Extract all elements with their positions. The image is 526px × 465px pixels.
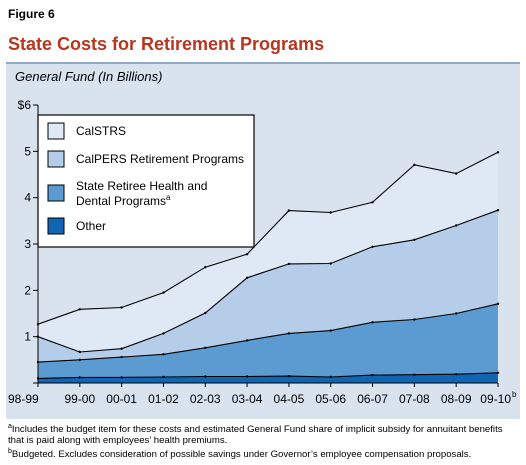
point-state-retiree-health-and-dental-programs bbox=[162, 353, 165, 356]
x-tick-label: 01-02 bbox=[148, 392, 179, 406]
footnote-b: bBudgeted. Excludes consideration of pos… bbox=[8, 446, 518, 460]
x-tick-label: 00-01 bbox=[106, 392, 137, 406]
legend-box bbox=[37, 114, 255, 248]
point-other bbox=[204, 375, 207, 378]
x-tick-label: 07-08 bbox=[399, 392, 430, 406]
point-calstrs bbox=[162, 291, 165, 294]
point-other bbox=[455, 373, 458, 376]
point-calpers-retirement-programs bbox=[162, 332, 165, 335]
point-calpers-retirement-programs bbox=[496, 209, 500, 212]
area-calpers-retirement-programs bbox=[38, 210, 498, 363]
legend-swatch-calstrs bbox=[47, 122, 65, 140]
point-calstrs bbox=[287, 209, 291, 212]
y-tick-label: 4 bbox=[24, 191, 31, 205]
point-calstrs bbox=[371, 201, 374, 204]
footnote-b-text: Budgeted. Excludes consideration of poss… bbox=[11, 449, 472, 461]
legend-swatch-other bbox=[47, 217, 65, 235]
point-other bbox=[329, 375, 332, 379]
point-calpers-retirement-programs bbox=[371, 245, 374, 248]
point-calstrs bbox=[329, 211, 332, 214]
point-state-retiree-health-and-dental-programs bbox=[204, 346, 207, 349]
legend-label-calpers-retirement-programs: CalPERS Retirement Programs bbox=[76, 152, 244, 166]
chart-subtitle: General Fund (In Billions) bbox=[15, 69, 163, 84]
point-calpers-retirement-programs bbox=[245, 276, 249, 279]
footnote-b-marker: b bbox=[8, 448, 12, 456]
point-calstrs bbox=[413, 163, 416, 166]
x-tick-label: 08-09 bbox=[441, 392, 472, 406]
x-tick-superscript: b bbox=[512, 390, 517, 399]
point-calstrs bbox=[496, 151, 500, 154]
point-calstrs bbox=[120, 306, 123, 309]
point-other bbox=[371, 373, 374, 377]
y-tick-label: 2 bbox=[24, 283, 31, 297]
legend-label-line2: Dental Programs bbox=[76, 194, 166, 208]
point-other bbox=[162, 375, 165, 379]
footnote-a-marker: a bbox=[8, 423, 12, 430]
point-state-retiree-health-and-dental-programs bbox=[245, 339, 249, 342]
point-calstrs bbox=[204, 266, 207, 269]
point-state-retiree-health-and-dental-programs bbox=[329, 329, 332, 332]
line-calstrs bbox=[37, 151, 499, 325]
point-calpers-retirement-programs bbox=[413, 238, 416, 241]
point-other bbox=[120, 376, 123, 379]
point-calpers-retirement-programs bbox=[329, 262, 332, 265]
chart-title: State Costs for Retirement Programs bbox=[8, 34, 325, 54]
point-calstrs bbox=[78, 308, 82, 311]
line-calpers-retirement-programs bbox=[37, 209, 499, 353]
legend-swatch-calpers-retirement-programs bbox=[47, 150, 65, 168]
point-calstrs bbox=[455, 172, 458, 175]
legend-label-state-retiree-health-and-dental-programs: State Retiree Health and Dental Programsa bbox=[76, 179, 207, 208]
point-calpers-retirement-programs bbox=[287, 262, 291, 266]
point-state-retiree-health-and-dental-programs bbox=[287, 332, 291, 335]
point-other bbox=[78, 376, 82, 379]
point-other bbox=[245, 375, 249, 378]
point-state-retiree-health-and-dental-programs bbox=[120, 355, 123, 359]
x-tick-label: 03-04 bbox=[232, 392, 263, 406]
footnotes: aIncludes the budget item for these cost… bbox=[8, 421, 518, 460]
point-state-retiree-health-and-dental-programs bbox=[413, 318, 416, 321]
area-state-retiree-health-and-dental-programs bbox=[38, 303, 498, 379]
legend-label-line1: State Retiree Health and bbox=[76, 179, 207, 193]
title-divider bbox=[6, 62, 520, 64]
x-tick-label: 99-00 bbox=[64, 392, 95, 406]
y-tick-label: $6 bbox=[18, 98, 32, 112]
point-calpers-retirement-programs bbox=[455, 224, 458, 227]
x-tick-label: 02-03 bbox=[190, 392, 221, 406]
point-state-retiree-health-and-dental-programs bbox=[78, 358, 82, 361]
footnote-a: aIncludes the budget item for these cost… bbox=[8, 421, 518, 446]
y-tick-label: 5 bbox=[24, 144, 31, 158]
point-calpers-retirement-programs bbox=[78, 350, 82, 354]
legend-label-other: Other bbox=[76, 219, 106, 233]
legend-label-superscript: a bbox=[166, 193, 171, 202]
point-other bbox=[413, 373, 416, 376]
point-state-retiree-health-and-dental-programs bbox=[496, 302, 500, 305]
point-state-retiree-health-and-dental-programs bbox=[455, 312, 458, 315]
x-tick-label: 05-06 bbox=[315, 392, 346, 406]
line-other bbox=[37, 372, 499, 379]
point-state-retiree-health-and-dental-programs bbox=[371, 321, 374, 324]
point-calstrs bbox=[245, 253, 249, 256]
y-tick-label: 1 bbox=[24, 330, 31, 344]
legend-swatch-state-retiree-health-and-dental-programs bbox=[47, 184, 65, 202]
y-tick-label: 3 bbox=[24, 237, 31, 251]
x-tick-label: 98-99 bbox=[8, 392, 39, 406]
x-tick-label: 06-07 bbox=[357, 392, 388, 406]
point-other bbox=[496, 371, 500, 374]
point-calpers-retirement-programs bbox=[120, 347, 123, 350]
figure-label: Figure 6 bbox=[8, 7, 55, 21]
area-calstrs bbox=[38, 152, 498, 352]
legend-label-calstrs: CalSTRS bbox=[76, 124, 126, 138]
x-tick-label: 04-05 bbox=[274, 392, 305, 406]
point-calpers-retirement-programs bbox=[204, 311, 207, 315]
footnote-a-text: Includes the budget item for these costs… bbox=[8, 424, 503, 447]
x-tick-label: 09-10 bbox=[480, 392, 511, 406]
line-state-retiree-health-and-dental-programs bbox=[37, 303, 499, 363]
point-other bbox=[287, 374, 291, 378]
